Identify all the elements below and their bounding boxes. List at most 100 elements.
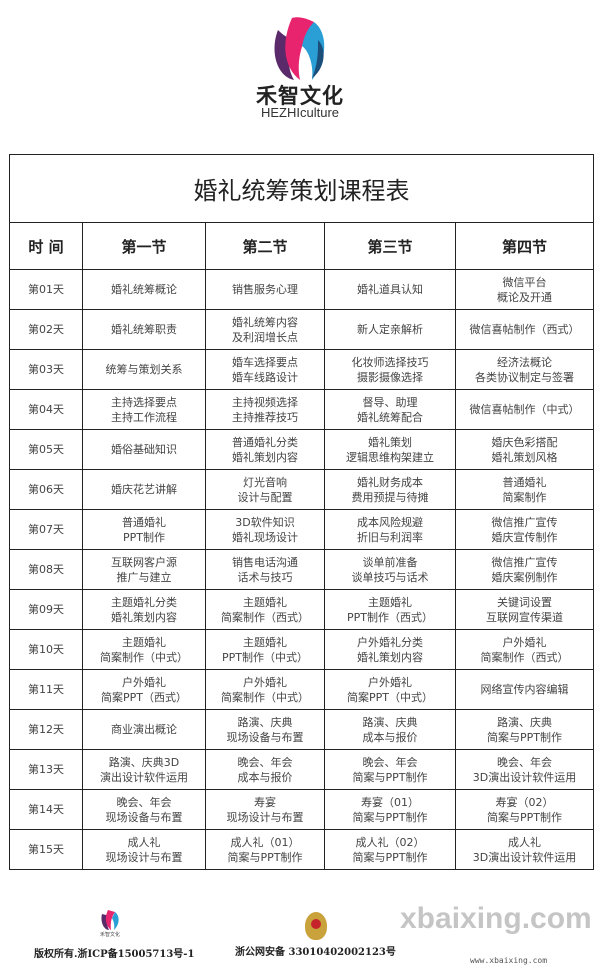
table-row: 第04天 主持选择要点 主持工作流程 主持视频选择 主持推荐技巧 督导、助理 婚礼统筹… bbox=[9, 389, 595, 430]
session-cell: 婚俗基础知识 bbox=[82, 429, 206, 470]
session-cell: 微信喜帖制作（西式） bbox=[454, 309, 595, 350]
session-cell: 3D软件知识 婚礼现场设计 bbox=[205, 509, 325, 550]
table-row: 第15天 成人礼 现场设计与布置 成人礼（01） 简案与PPT制作 成人礼（02） 简… bbox=[9, 829, 595, 870]
table-row: 第05天 婚俗基础知识 普通婚礼分类 婚礼策划内容 婚礼策划 逻辑思维构架建立 婚庆色彩… bbox=[9, 429, 595, 470]
table-row: 第08天 互联网客户源 推广与建立 销售电话沟通 话术与技巧 谈单前准备 谈单技巧与话… bbox=[9, 549, 595, 590]
day-cell: 第04天 bbox=[9, 389, 83, 430]
header-row: 时 间第一节 第二节 第三节 第四节 bbox=[9, 222, 595, 270]
session-cell: 主题婚礼分类 婚礼策划内容 bbox=[82, 589, 206, 630]
footer-logo-icon bbox=[101, 910, 119, 930]
course-schedule-table: 婚礼统筹策划课程表 时 间第一节 第二节 第三节 第四节 第01天 婚礼统筹概论 销售服务… bbox=[8, 154, 595, 870]
table-row: 第12天 商业演出概论 路演、庆典 现场设备与布置 路演、庆典 成本与报价 路演、庆典 … bbox=[9, 709, 595, 750]
police-record-link[interactable]: 浙公网安备 33010402002123号 bbox=[235, 947, 396, 958]
session-cell: 网络宣传内容编辑 bbox=[454, 669, 595, 710]
session-cell: 主题婚礼 PPT制作（西式） bbox=[324, 589, 456, 630]
session-cell: 主题婚礼 简案制作（中式） bbox=[82, 629, 206, 670]
day-cell: 第13天 bbox=[9, 749, 83, 790]
day-cell: 第14天 bbox=[9, 789, 83, 830]
session-cell: 主持视频选择 主持推荐技巧 bbox=[205, 389, 325, 430]
session-cell: 户外婚礼 简案制作（西式） bbox=[454, 629, 595, 670]
table-row: 第09天 主题婚礼分类 婚礼策划内容 主题婚礼 简案制作（西式） 主题婚礼 PPT制作… bbox=[9, 589, 595, 630]
session-cell: 路演、庆典 简案与PPT制作 bbox=[454, 709, 595, 750]
day-cell: 第08天 bbox=[9, 549, 83, 590]
session-cell: 商业演出概论 bbox=[82, 709, 206, 750]
day-cell: 第12天 bbox=[9, 709, 83, 750]
session-cell: 户外婚礼 简案PPT（西式） bbox=[82, 669, 206, 710]
session-cell: 微信推广宣传 婚庆宣传制作 bbox=[454, 509, 595, 550]
table-row: 第06天 婚庆花艺讲解 灯光音响 设计与配置 婚礼财务成本 费用预提与待摊 普通婚礼 简… bbox=[9, 469, 595, 510]
table-row: 第02天 婚礼统筹职责 婚礼统筹内容 及利润增长点 新人定亲解析 微信喜帖制作（西式） bbox=[9, 309, 595, 350]
session-cell: 微信推广宣传 婚庆案例制作 bbox=[454, 549, 595, 590]
table-row: 第01天 婚礼统筹概论 销售服务心理 婚礼道具认知 微信平台 概论及开通 bbox=[9, 269, 595, 310]
session-cell: 婚礼策划 逻辑思维构架建立 bbox=[324, 429, 456, 470]
header-session-2: 第二节 bbox=[205, 222, 325, 270]
session-cell: 普通婚礼 PPT制作 bbox=[82, 509, 206, 550]
day-cell: 第09天 bbox=[9, 589, 83, 630]
session-cell: 户外婚礼 简案制作（中式） bbox=[205, 669, 325, 710]
session-cell: 成人礼 3D演出设计软件运用 bbox=[454, 829, 595, 870]
watermark-url: www.xbaixing.com bbox=[470, 956, 548, 965]
session-cell: 户外婚礼 简案PPT（中式） bbox=[324, 669, 456, 710]
session-cell: 主题婚礼 PPT制作（中式） bbox=[205, 629, 325, 670]
session-cell: 寿宴（01） 简案与PPT制作 bbox=[324, 789, 456, 830]
day-cell: 第02天 bbox=[9, 309, 83, 350]
day-cell: 第01天 bbox=[9, 269, 83, 310]
session-cell: 成本风险规避 折旧与利润率 bbox=[324, 509, 456, 550]
session-cell: 微信喜帖制作（中式） bbox=[454, 389, 595, 430]
session-cell: 主持选择要点 主持工作流程 bbox=[82, 389, 206, 430]
footer: 禾智文化 版权所有.浙ICP备15005713号-1 浙公网安备 3301040… bbox=[0, 900, 600, 972]
day-cell: 第05天 bbox=[9, 429, 83, 470]
session-cell: 微信平台 概论及开通 bbox=[454, 269, 595, 310]
table-row: 第13天 路演、庆典3D 演出设计软件运用 晚会、年会 成本与报价 晚会、年会 简案与… bbox=[9, 749, 595, 790]
session-cell: 婚礼道具认知 bbox=[324, 269, 456, 310]
session-cell: 婚车选择要点 婚车线路设计 bbox=[205, 349, 325, 390]
hezhi-logo bbox=[272, 14, 328, 82]
day-cell: 第11天 bbox=[9, 669, 83, 710]
session-cell: 寿宴 现场设计与布置 bbox=[205, 789, 325, 830]
session-cell: 婚礼财务成本 费用预提与待摊 bbox=[324, 469, 456, 510]
session-cell: 成人礼 现场设计与布置 bbox=[82, 829, 206, 870]
watermark: xbaixing.com bbox=[400, 902, 592, 935]
session-cell: 成人礼（02） 简案与PPT制作 bbox=[324, 829, 456, 870]
day-cell: 第10天 bbox=[9, 629, 83, 670]
table-row: 第11天 户外婚礼 简案PPT（西式） 户外婚礼 简案制作（中式） 户外婚礼 简案PP… bbox=[9, 669, 595, 710]
day-cell: 第06天 bbox=[9, 469, 83, 510]
session-cell: 新人定亲解析 bbox=[324, 309, 456, 350]
footer-brand: 禾智文化 bbox=[99, 932, 120, 938]
session-cell: 督导、助理 婚礼统筹配合 bbox=[324, 389, 456, 430]
table-title: 婚礼统筹策划课程表 bbox=[8, 154, 595, 223]
session-cell: 谈单前准备 谈单技巧与话术 bbox=[324, 549, 456, 590]
session-cell: 统筹与策划关系 bbox=[82, 349, 206, 390]
session-cell: 户外婚礼分类 婚礼策划内容 bbox=[324, 629, 456, 670]
table-row: 第03天 统筹与策划关系 婚车选择要点 婚车线路设计 化妆师选择技巧 摄影摄像选择 经济… bbox=[9, 349, 595, 390]
header-session-4: 第四节 bbox=[454, 222, 595, 270]
session-cell: 婚庆花艺讲解 bbox=[82, 469, 206, 510]
session-cell: 路演、庆典3D 演出设计软件运用 bbox=[82, 749, 206, 790]
day-cell: 第07天 bbox=[9, 509, 83, 550]
police-badge-icon bbox=[305, 912, 327, 940]
session-cell: 婚礼统筹内容 及利润增长点 bbox=[205, 309, 325, 350]
session-cell: 婚庆色彩搭配 婚礼策划风格 bbox=[454, 429, 595, 470]
session-cell: 销售服务心理 bbox=[205, 269, 325, 310]
day-cell: 第15天 bbox=[9, 829, 83, 870]
brand-name-en: HEZHIculture bbox=[260, 105, 340, 120]
session-cell: 经济法概论 各类协议制定与签署 bbox=[454, 349, 595, 390]
session-cell: 化妆师选择技巧 摄影摄像选择 bbox=[324, 349, 456, 390]
table-row: 第07天 普通婚礼 PPT制作 3D软件知识 婚礼现场设计 成本风险规避 折旧与利润率… bbox=[9, 509, 595, 550]
session-cell: 关键词设置 互联网宣传渠道 bbox=[454, 589, 595, 630]
session-cell: 销售电话沟通 话术与技巧 bbox=[205, 549, 325, 590]
copyright-text: 版权所有.浙ICP备15005713号-1 bbox=[34, 949, 195, 960]
session-cell: 婚礼统筹职责 bbox=[82, 309, 206, 350]
header-time: 时 间 bbox=[9, 222, 83, 270]
session-cell: 互联网客户源 推广与建立 bbox=[82, 549, 206, 590]
header-session-3: 第三节 bbox=[324, 222, 456, 270]
session-cell: 婚礼统筹概论 bbox=[82, 269, 206, 310]
table-row: 第10天 主题婚礼 简案制作（中式） 主题婚礼 PPT制作（中式） 户外婚礼分类 婚礼… bbox=[9, 629, 595, 670]
table-body: 第01天 婚礼统筹概论 销售服务心理 婚礼道具认知 微信平台 概论及开通 第02天 婚礼统筹… bbox=[9, 269, 595, 870]
session-cell: 晚会、年会 3D演出设计软件运用 bbox=[454, 749, 595, 790]
session-cell: 路演、庆典 成本与报价 bbox=[324, 709, 456, 750]
session-cell: 晚会、年会 简案与PPT制作 bbox=[324, 749, 456, 790]
table-row: 第14天 晚会、年会 现场设备与布置 寿宴 现场设计与布置 寿宴（01） 简案与PPT… bbox=[9, 789, 595, 830]
session-cell: 晚会、年会 现场设备与布置 bbox=[82, 789, 206, 830]
session-cell: 成人礼（01） 简案与PPT制作 bbox=[205, 829, 325, 870]
